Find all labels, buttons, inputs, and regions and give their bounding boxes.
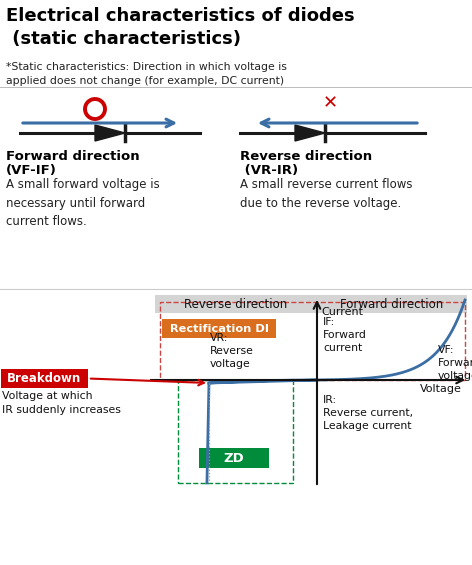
FancyBboxPatch shape [1, 369, 88, 388]
Text: A small forward voltage is
necessary until forward
current flows.: A small forward voltage is necessary unt… [6, 178, 160, 228]
Text: Forward direction: Forward direction [6, 150, 140, 163]
Text: Rectification DI: Rectification DI [169, 324, 269, 333]
Text: Electrical characteristics of diodes: Electrical characteristics of diodes [6, 7, 354, 25]
FancyBboxPatch shape [162, 319, 276, 338]
FancyBboxPatch shape [317, 295, 467, 313]
Text: Voltage: Voltage [420, 384, 462, 394]
Bar [178, 380, 293, 483]
Text: Reverse direction: Reverse direction [240, 150, 372, 163]
Text: (static characteristics): (static characteristics) [6, 30, 241, 48]
Text: Breakdown: Breakdown [7, 372, 81, 385]
Polygon shape [295, 125, 325, 141]
Bar [160, 302, 465, 380]
Text: ✕: ✕ [322, 94, 337, 112]
FancyBboxPatch shape [155, 295, 317, 313]
Text: ZD: ZD [224, 451, 244, 464]
Text: VF:
Forward
voltage: VF: Forward voltage [438, 345, 472, 381]
Text: Reverse direction: Reverse direction [185, 298, 287, 311]
Text: IR:
Reverse current,
Leakage current: IR: Reverse current, Leakage current [323, 395, 413, 432]
Text: A small reverse current flows
due to the reverse voltage.: A small reverse current flows due to the… [240, 178, 413, 210]
Polygon shape [95, 125, 125, 141]
FancyBboxPatch shape [199, 448, 269, 468]
Text: *Static characteristics: Direction in which voltage is
applied does not change (: *Static characteristics: Direction in wh… [6, 62, 287, 86]
Text: (VF-IF): (VF-IF) [6, 164, 57, 177]
Text: IF:
Forward
current: IF: Forward current [323, 317, 367, 353]
Text: Voltage at which
IR suddenly increases: Voltage at which IR suddenly increases [2, 391, 121, 415]
Text: VR:
Reverse
voltage: VR: Reverse voltage [210, 333, 254, 370]
Text: Forward direction: Forward direction [340, 298, 444, 311]
Text: (VR-IR): (VR-IR) [240, 164, 298, 177]
Text: Current: Current [321, 307, 363, 317]
